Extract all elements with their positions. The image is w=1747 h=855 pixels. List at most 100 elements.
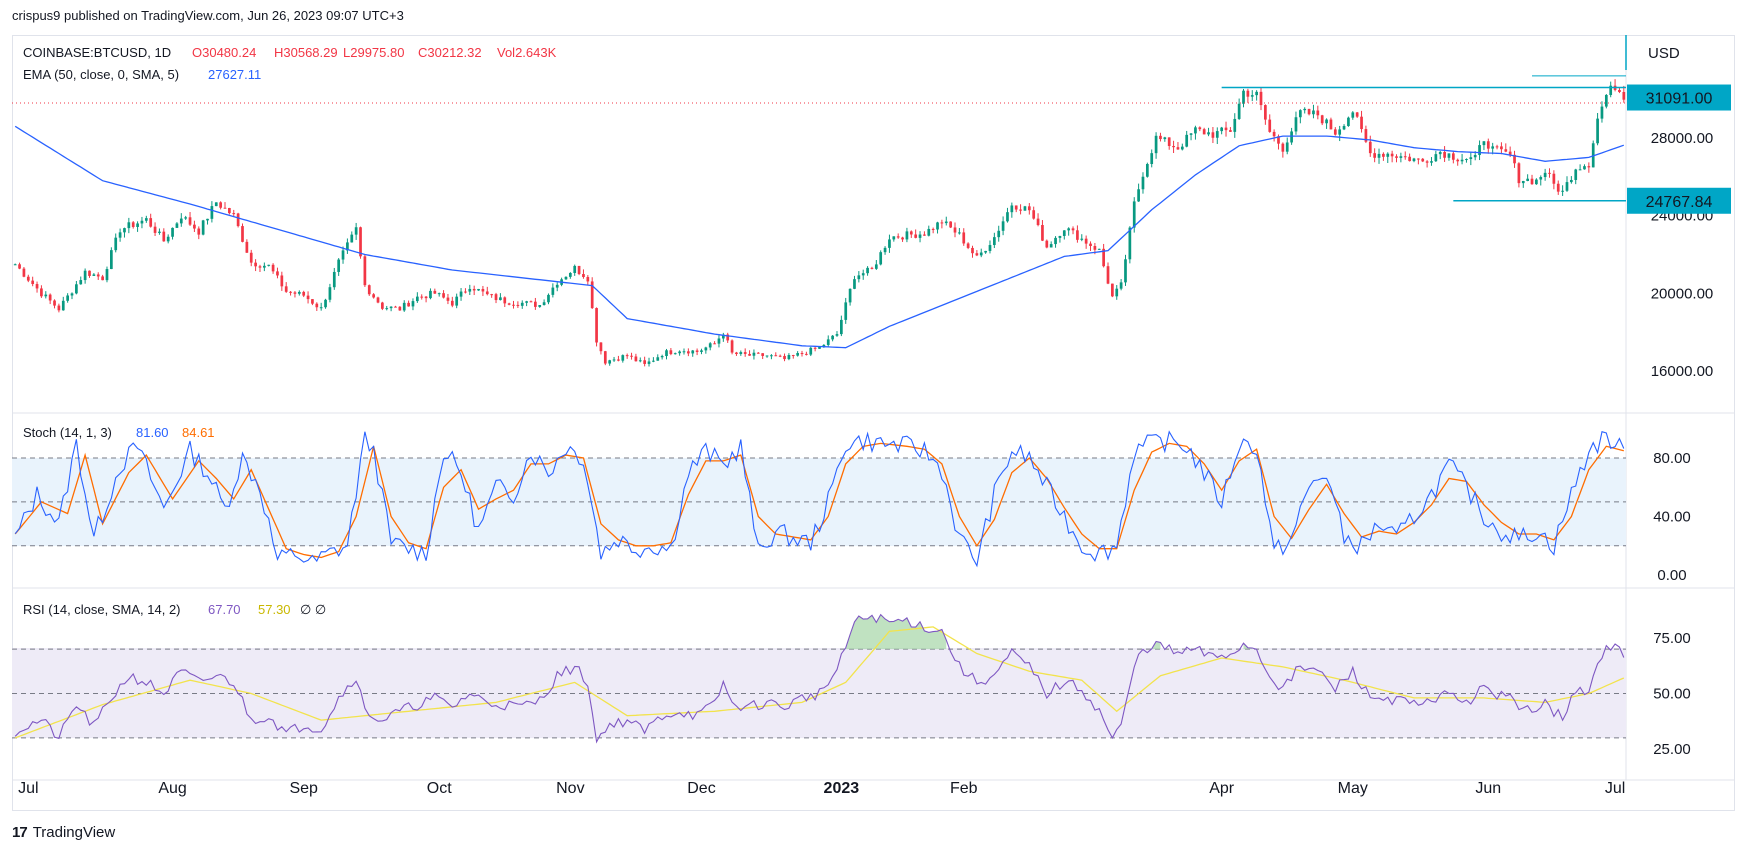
candle-body bbox=[1076, 230, 1079, 240]
candle bbox=[302, 290, 306, 298]
candle-body bbox=[66, 295, 69, 301]
candle bbox=[1141, 172, 1145, 194]
candle bbox=[1233, 113, 1237, 138]
candle-body bbox=[1006, 212, 1009, 222]
candle-body bbox=[1390, 153, 1394, 157]
candle-body bbox=[1167, 137, 1171, 146]
candle bbox=[984, 250, 987, 254]
candle bbox=[914, 229, 918, 239]
candle bbox=[1298, 109, 1302, 124]
candle bbox=[210, 201, 214, 223]
candle bbox=[1390, 150, 1394, 163]
candle bbox=[647, 357, 651, 367]
candle bbox=[1421, 158, 1425, 163]
candle bbox=[75, 280, 78, 295]
candle-body bbox=[332, 271, 336, 288]
candle bbox=[879, 250, 883, 266]
candle-body bbox=[44, 294, 48, 297]
candle bbox=[1285, 137, 1289, 155]
candle bbox=[158, 228, 161, 235]
rsi-ma-line bbox=[14, 626, 1625, 739]
candle bbox=[617, 355, 620, 362]
candle bbox=[918, 231, 922, 243]
candle-body bbox=[1403, 156, 1407, 158]
candle bbox=[1561, 185, 1564, 196]
candle-body bbox=[713, 343, 716, 345]
candle-body bbox=[1351, 112, 1355, 118]
candle bbox=[577, 265, 581, 276]
candle bbox=[319, 302, 323, 311]
candle bbox=[678, 350, 681, 356]
candle-body bbox=[1451, 153, 1455, 160]
candle-body bbox=[354, 227, 358, 235]
candle-body bbox=[158, 231, 161, 233]
candle-body bbox=[652, 360, 655, 362]
candle-body bbox=[761, 353, 765, 356]
candle bbox=[1609, 81, 1613, 98]
candle-body bbox=[123, 228, 126, 233]
candle bbox=[96, 272, 100, 280]
candle-body bbox=[1408, 156, 1411, 162]
candle-body bbox=[1128, 227, 1132, 260]
candle-body bbox=[770, 355, 773, 357]
candle-body bbox=[923, 234, 926, 236]
candle-body bbox=[949, 221, 952, 228]
candle bbox=[1159, 132, 1162, 142]
candle bbox=[407, 300, 410, 307]
candle bbox=[1014, 205, 1018, 213]
candle bbox=[1150, 149, 1154, 168]
candle bbox=[276, 267, 279, 279]
candle bbox=[201, 219, 205, 236]
candle bbox=[520, 300, 524, 309]
candle bbox=[1526, 174, 1530, 182]
candle bbox=[13, 263, 17, 266]
candle-body bbox=[857, 275, 861, 280]
candle-body bbox=[402, 302, 406, 311]
candle-body bbox=[848, 288, 852, 303]
candle bbox=[752, 349, 756, 360]
support-price-box bbox=[1627, 187, 1731, 214]
candle-body bbox=[118, 232, 122, 238]
candle-body bbox=[201, 220, 205, 235]
price-tick-label: 28000.00 bbox=[1651, 130, 1714, 147]
stoch-tick-label: 80.00 bbox=[1653, 450, 1691, 467]
candle bbox=[44, 291, 48, 299]
brand-footer: 17 TradingView bbox=[12, 824, 115, 841]
candle-body bbox=[53, 300, 56, 306]
candle-body bbox=[936, 222, 939, 230]
candle-body bbox=[721, 334, 725, 339]
candle bbox=[123, 227, 126, 238]
candle bbox=[420, 294, 424, 300]
candle bbox=[236, 212, 240, 228]
candle-body bbox=[337, 259, 341, 272]
candle bbox=[590, 277, 594, 310]
candle bbox=[940, 219, 944, 229]
candle-body bbox=[997, 230, 1001, 238]
candle-body bbox=[92, 274, 96, 276]
candle-body bbox=[280, 275, 284, 287]
candle bbox=[1552, 170, 1556, 190]
candle-body bbox=[1556, 183, 1560, 192]
candle-body bbox=[883, 247, 887, 253]
candle bbox=[127, 217, 131, 234]
candle bbox=[870, 266, 874, 270]
time-tick-label: Nov bbox=[556, 780, 584, 797]
candle bbox=[429, 288, 432, 300]
candle bbox=[1316, 105, 1320, 120]
candle-body bbox=[1539, 177, 1543, 180]
rsi-tick-label: 25.00 bbox=[1653, 741, 1691, 758]
candle bbox=[608, 359, 612, 366]
candle bbox=[109, 247, 113, 270]
candle-body bbox=[1552, 173, 1556, 184]
candle bbox=[1451, 151, 1455, 164]
candle-body bbox=[109, 250, 113, 270]
time-tick-label: Jun bbox=[1475, 780, 1501, 797]
candle-body bbox=[678, 351, 681, 354]
candle bbox=[402, 300, 406, 312]
candle-body bbox=[1338, 129, 1342, 135]
candle bbox=[389, 306, 393, 312]
candle-body bbox=[1469, 157, 1473, 160]
candle bbox=[1403, 151, 1407, 160]
candle-body bbox=[765, 355, 769, 357]
